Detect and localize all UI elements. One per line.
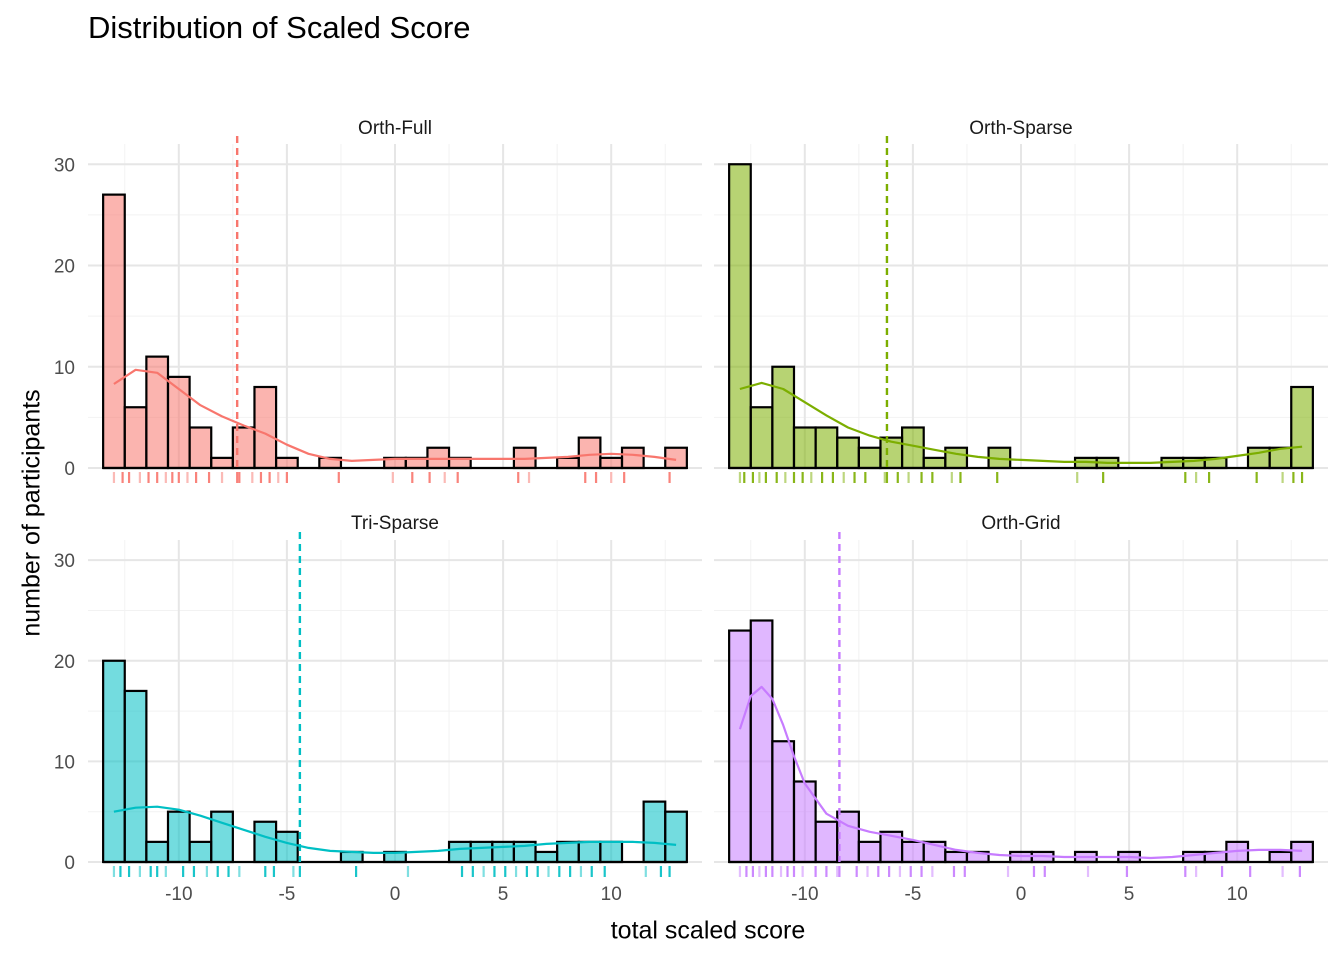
x-tick-label: 10: [601, 884, 622, 905]
panel-title-orth-full: Orth-Full: [358, 118, 432, 139]
x-tick-label: -10: [791, 884, 818, 905]
density-curve: [739, 381, 1303, 464]
histogram-bar: [556, 456, 580, 470]
histogram-bar: [188, 840, 213, 864]
chart-title: Distribution of Scaled Score: [88, 10, 471, 45]
x-tick-label: -5: [278, 884, 295, 905]
density-curve: [113, 805, 677, 855]
histogram-bar: [577, 840, 602, 864]
x-tick-label: 0: [1016, 884, 1027, 905]
histogram-bar: [728, 629, 752, 864]
histogram-bar: [749, 619, 774, 864]
x-axis-label: total scaled score: [610, 916, 806, 945]
histogram-bar: [664, 810, 688, 864]
histogram-bar: [188, 426, 213, 470]
histogram-bar: [900, 840, 925, 864]
x-tick-label: 5: [1124, 884, 1135, 905]
density-curve: [113, 368, 677, 462]
histogram-bar: [1290, 385, 1314, 470]
histogram-bar: [771, 740, 796, 864]
histogram-bar: [274, 830, 299, 864]
panel-title-orth-grid: Orth-Grid: [981, 513, 1060, 534]
x-tick-label: 10: [1227, 884, 1248, 905]
histogram-bar: [145, 840, 170, 864]
histogram-bar: [491, 840, 516, 864]
histogram-bar: [728, 163, 752, 470]
histogram-bar: [814, 426, 839, 470]
x-tick-label: -5: [904, 884, 921, 905]
histogram-bar: [620, 446, 645, 470]
histogram-bar: [123, 406, 148, 470]
histogram-bar: [792, 426, 817, 470]
density-curve: [738, 685, 1303, 860]
histogram-bar: [944, 446, 969, 470]
histogram-bar: [599, 840, 624, 864]
histogram-bar: [102, 659, 126, 864]
histogram-bar: [944, 850, 969, 864]
histogram-bar: [274, 456, 299, 470]
histogram-bar: [642, 800, 667, 864]
histogram-bar: [253, 385, 278, 470]
histogram-bar: [577, 436, 602, 470]
y-tick-label: 20: [54, 257, 75, 278]
histogram-bar: [1290, 840, 1314, 864]
y-tick-label: 0: [64, 459, 75, 480]
y-tick-label: 0: [64, 853, 75, 874]
histogram-bar: [166, 810, 191, 864]
x-tick-label: 5: [498, 884, 509, 905]
x-tick-label: 0: [390, 884, 401, 905]
histogram-bar: [857, 446, 882, 470]
y-tick-label: 30: [54, 155, 75, 176]
histogram-bar: [1268, 850, 1293, 864]
histogram-bar: [749, 406, 774, 470]
y-tick-label: 20: [54, 652, 75, 673]
panel-title-orth-sparse: Orth-Sparse: [969, 118, 1072, 139]
histogram-bar: [534, 850, 559, 864]
histogram-bar: [556, 840, 580, 864]
panel-title-tri-sparse: Tri-Sparse: [351, 513, 439, 534]
y-tick-label: 10: [54, 358, 75, 379]
histogram-bar: [166, 375, 191, 470]
histogram-bar: [210, 456, 234, 470]
histogram-bar: [922, 456, 947, 470]
x-tick-label: -10: [165, 884, 192, 905]
histogram-bar: [771, 365, 796, 470]
histogram-bar: [447, 840, 472, 864]
y-tick-label: 10: [54, 752, 75, 773]
histogram-bar: [836, 436, 860, 470]
histogram-bar: [123, 689, 148, 864]
histogram-bar: [102, 193, 126, 470]
histogram-bar: [253, 820, 278, 864]
histogram-bar: [814, 820, 839, 864]
histogram-bar: [857, 840, 882, 864]
y-tick-label: 30: [54, 551, 75, 572]
histogram-bar: [339, 850, 364, 864]
histogram-bar: [599, 456, 624, 470]
histogram-bar: [469, 840, 494, 864]
